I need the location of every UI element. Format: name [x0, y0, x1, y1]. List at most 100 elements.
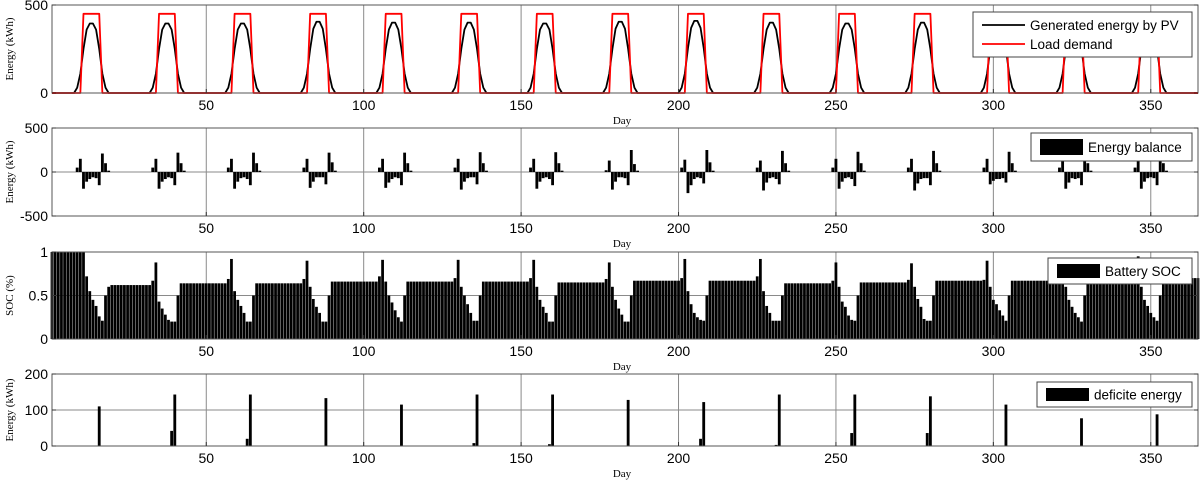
bar — [985, 158, 989, 172]
bar — [645, 280, 649, 339]
bar — [639, 280, 643, 339]
bar — [293, 283, 296, 339]
bar — [217, 283, 221, 339]
bar — [588, 282, 592, 339]
bar — [1029, 280, 1033, 339]
bar — [758, 258, 762, 339]
legend: deficite energy — [1036, 381, 1193, 408]
bar — [1177, 278, 1181, 339]
bar — [563, 282, 567, 339]
bar — [94, 172, 98, 179]
bar — [699, 319, 702, 339]
bar — [1080, 172, 1083, 186]
bar — [554, 295, 558, 339]
bar — [305, 158, 309, 172]
bar — [1190, 278, 1194, 339]
legend-bar-sample — [1057, 264, 1100, 278]
bar — [900, 282, 904, 339]
bar — [973, 280, 976, 339]
bar — [560, 170, 564, 172]
bar — [692, 312, 696, 339]
bar — [318, 172, 322, 178]
bar — [655, 280, 658, 339]
x-tick-label: 150 — [509, 450, 533, 466]
bar — [730, 280, 734, 339]
bar — [412, 281, 416, 339]
bar — [913, 286, 917, 339]
x-tick-label: 100 — [352, 97, 376, 113]
bar — [576, 282, 580, 339]
bar — [267, 283, 271, 339]
bar — [478, 295, 482, 339]
bar — [966, 280, 970, 339]
bar — [620, 314, 624, 339]
bar — [450, 281, 454, 339]
bar — [299, 283, 303, 339]
bar — [1017, 280, 1020, 339]
legend: Generated energy by PV Load demand — [972, 11, 1193, 58]
bar — [673, 280, 677, 339]
bar — [466, 172, 469, 179]
bar — [78, 158, 82, 172]
bar — [185, 283, 189, 339]
bar — [548, 444, 551, 446]
bar — [683, 159, 687, 172]
bar — [787, 170, 791, 172]
bar — [774, 320, 778, 339]
bar — [985, 260, 989, 339]
bar — [850, 433, 854, 446]
bar — [151, 280, 155, 339]
bar — [535, 172, 539, 189]
bar — [1067, 299, 1071, 339]
bar — [324, 321, 328, 339]
bar — [447, 281, 451, 339]
bar — [1080, 321, 1083, 339]
x-tick-label: 350 — [1139, 97, 1163, 113]
bar — [642, 280, 646, 339]
bar — [928, 396, 932, 446]
axes-frame — [51, 4, 1199, 94]
bar — [333, 281, 337, 339]
bar — [478, 152, 482, 172]
bar — [1165, 278, 1168, 339]
bar — [585, 282, 589, 339]
bar — [308, 172, 312, 188]
bar — [557, 163, 561, 172]
bar — [230, 258, 233, 339]
bar — [1108, 283, 1112, 339]
bar — [485, 170, 488, 172]
battery-soc-panel: 50 100 150 200 250 300 350 0 0.5 1 Day SOC (%) Batte… — [4, 244, 1200, 373]
bar — [932, 295, 935, 339]
bar — [818, 283, 822, 339]
bar — [837, 172, 841, 189]
bar — [157, 172, 161, 189]
bar — [853, 320, 857, 339]
bar — [790, 283, 794, 339]
bar — [154, 262, 158, 339]
bar — [702, 320, 706, 339]
bar — [390, 302, 394, 339]
bar — [277, 283, 281, 339]
bar — [472, 320, 476, 339]
y-tick-label: 0 — [40, 331, 48, 347]
bar — [1058, 167, 1061, 172]
bar — [944, 280, 948, 339]
bar — [321, 321, 325, 339]
bar — [208, 283, 211, 339]
bar — [321, 172, 325, 178]
x-tick-label: 200 — [667, 220, 691, 236]
y-tick-label: 1 — [40, 244, 48, 260]
bar — [784, 163, 787, 172]
bar — [1042, 280, 1046, 339]
bar — [315, 172, 318, 178]
bar — [176, 152, 180, 172]
bar — [976, 280, 979, 339]
bar — [774, 172, 778, 180]
bar — [1193, 278, 1197, 339]
bar — [629, 295, 633, 339]
bar — [925, 433, 929, 446]
bar — [387, 295, 391, 339]
bar — [472, 443, 476, 446]
bar — [998, 172, 1002, 180]
bar — [648, 280, 652, 339]
